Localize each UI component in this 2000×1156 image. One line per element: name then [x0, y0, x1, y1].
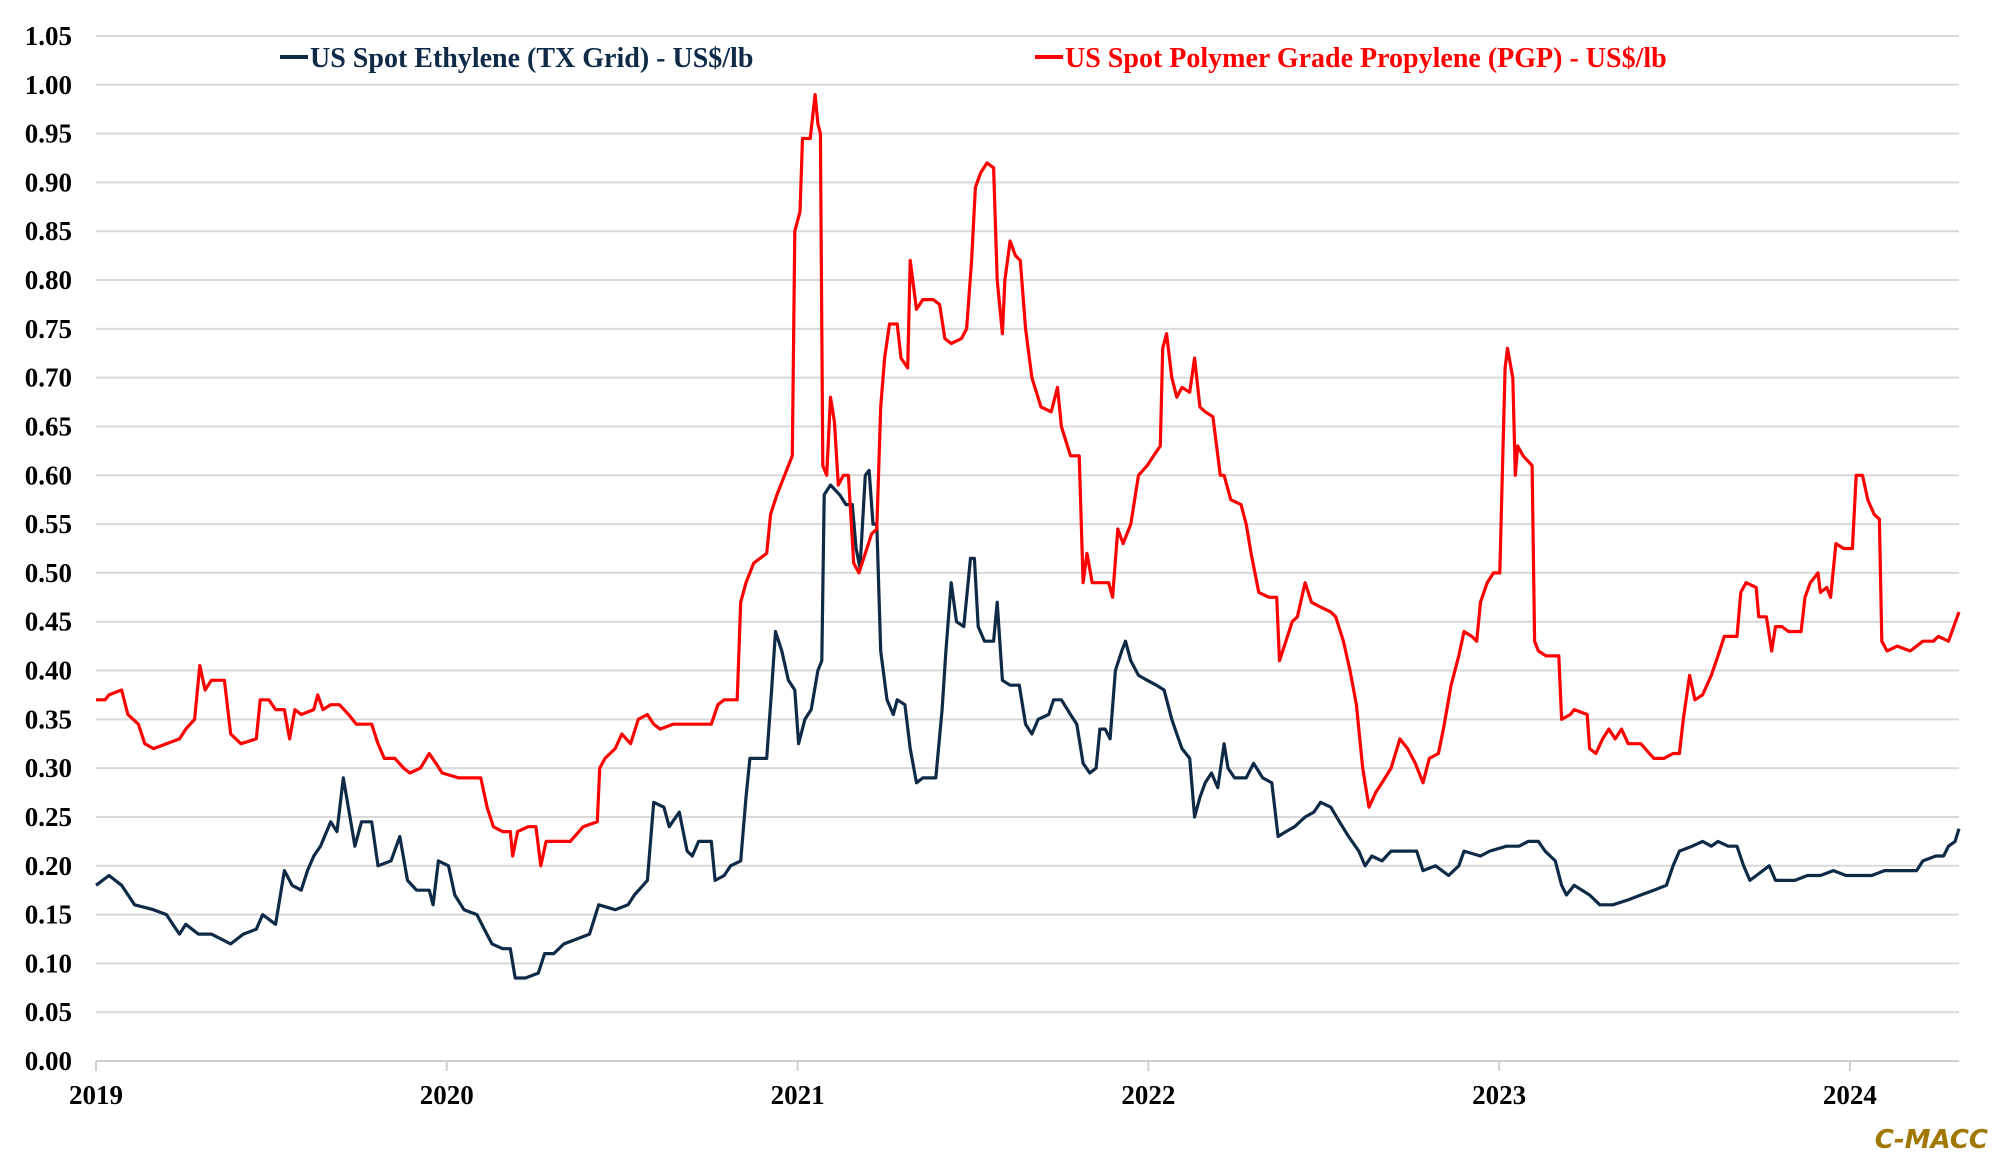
y-tick-label: 0.90 — [25, 167, 72, 197]
y-tick-label: 0.05 — [25, 997, 72, 1027]
y-tick-label: 0.20 — [25, 851, 72, 881]
c-macc-watermark: C-MACC — [1875, 1125, 1988, 1155]
legend-label-propylene: US Spot Polymer Grade Propylene (PGP) - … — [1065, 43, 1667, 74]
legend: US Spot Ethylene (TX Grid) - US$/lb US S… — [280, 43, 1667, 74]
x-tick-label: 2019 — [69, 1080, 123, 1110]
y-tick-label: 0.35 — [25, 704, 72, 734]
series-line-propylene — [96, 92, 1961, 868]
x-tick-label: 2022 — [1121, 1080, 1175, 1110]
y-tick-label: 0.55 — [25, 509, 72, 539]
y-tick-label: 0.45 — [25, 607, 72, 637]
x-tick-label: 2024 — [1823, 1080, 1877, 1110]
y-tick-label: 0.15 — [25, 900, 72, 930]
y-tick-label: 0.65 — [25, 411, 72, 441]
y-tick-label: 0.50 — [25, 558, 72, 588]
gridlines — [96, 35, 1959, 1062]
y-tick-label: 0.00 — [25, 1046, 72, 1076]
x-tick-label: 2021 — [771, 1080, 825, 1110]
y-tick-label: 1.00 — [25, 70, 72, 100]
x-axis: 2019 2020 2021 2022 2023 2024 — [69, 1061, 1877, 1110]
y-tick-label: 0.40 — [25, 656, 72, 686]
y-tick-label: 0.30 — [25, 753, 72, 783]
y-tick-label: 0.25 — [25, 802, 72, 832]
y-tick-label: 0.95 — [25, 119, 72, 149]
y-tick-label: 0.85 — [25, 216, 72, 246]
series-line-ethylene — [95, 468, 1961, 980]
x-tick-label: 2023 — [1472, 1080, 1526, 1110]
y-axis: 0.00 0.05 0.10 0.15 0.20 0.25 0.30 0.35 0.40 0.45… — [25, 21, 72, 1076]
series-lines — [95, 92, 1961, 980]
y-tick-label: 0.75 — [25, 314, 72, 344]
y-tick-label: 1.05 — [25, 21, 72, 51]
legend-label-ethylene: US Spot Ethylene (TX Grid) - US$/lb — [310, 43, 753, 74]
x-tick-label: 2020 — [420, 1080, 474, 1110]
y-tick-label: 0.10 — [25, 948, 72, 978]
y-tick-label: 0.70 — [25, 363, 72, 393]
y-tick-label: 0.60 — [25, 460, 72, 490]
y-tick-label: 0.80 — [25, 265, 72, 295]
